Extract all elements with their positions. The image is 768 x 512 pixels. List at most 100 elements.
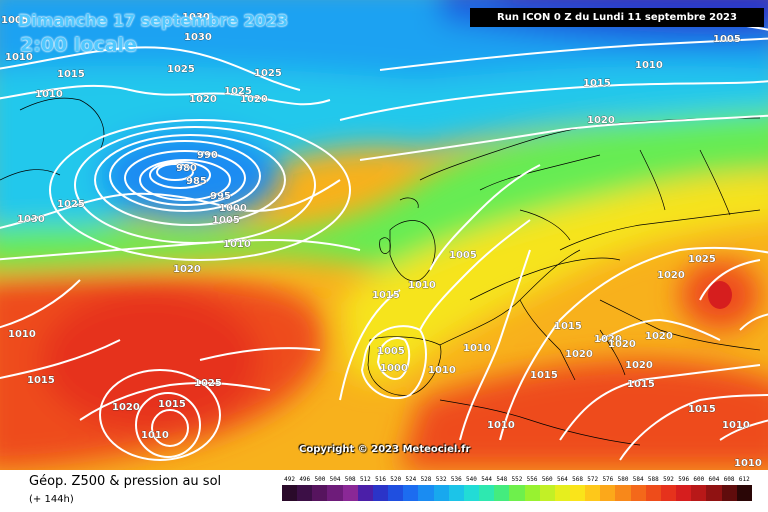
legend-swatch bbox=[357, 485, 373, 501]
isobar-label: 995 bbox=[210, 191, 231, 202]
legend-swatch bbox=[418, 485, 434, 501]
legend-value: 568 bbox=[572, 476, 583, 483]
legend-swatch bbox=[645, 485, 661, 501]
isobar-label: 1015 bbox=[583, 78, 611, 89]
legend-swatch bbox=[585, 485, 601, 501]
forecast-date-title: Dimanche 17 septembre 2023 bbox=[18, 11, 289, 30]
legend-value: 544 bbox=[481, 476, 493, 483]
isobar-label: 1015 bbox=[27, 375, 55, 386]
isobar-label: 1010 bbox=[223, 239, 251, 250]
isobar-label: 1005 bbox=[212, 215, 240, 226]
legend-swatch bbox=[706, 485, 722, 501]
isobar-label: 1025 bbox=[688, 254, 716, 265]
isobar-label: 1020 bbox=[645, 331, 673, 342]
legend-swatch bbox=[509, 485, 525, 501]
isobar-label: 1020 bbox=[608, 339, 636, 350]
legend-swatch bbox=[479, 485, 495, 501]
legend-swatch bbox=[736, 485, 752, 501]
map-footer: Géop. Z500 & pression au sol (+ 144h) 49… bbox=[0, 470, 768, 512]
isobar-label: 990 bbox=[197, 150, 218, 161]
legend-swatch bbox=[494, 485, 510, 501]
legend-value: 588 bbox=[647, 476, 659, 483]
legend-swatch bbox=[433, 485, 449, 501]
legend-swatch bbox=[721, 485, 737, 501]
legend-value: 564 bbox=[556, 476, 568, 483]
legend-swatch bbox=[676, 485, 692, 501]
legend-value: 536 bbox=[450, 476, 462, 483]
isobar-label: 980 bbox=[176, 163, 197, 174]
isobar-label: 1015 bbox=[554, 321, 582, 332]
legend-swatch bbox=[282, 485, 298, 501]
isobar-label: 1010 bbox=[8, 329, 36, 340]
isobar-label: 1000 bbox=[219, 203, 247, 214]
isobar-label: 1020 bbox=[565, 349, 593, 360]
isobar-label: 1005 bbox=[1, 15, 29, 26]
legend-value: 532 bbox=[435, 476, 447, 483]
isobar-label: 1005 bbox=[377, 346, 405, 357]
legend-value: 548 bbox=[496, 476, 508, 483]
legend-value: 524 bbox=[405, 476, 417, 483]
isobar-label: 1015 bbox=[627, 379, 655, 390]
isobar-label: 1020 bbox=[657, 270, 685, 281]
isobar-label: 1020 bbox=[173, 264, 201, 275]
legend-swatch bbox=[403, 485, 419, 501]
isobar-label: 1005 bbox=[713, 34, 741, 45]
isobar-label: 1005 bbox=[449, 250, 477, 261]
isobar-label: 1030 bbox=[17, 214, 45, 225]
isobar-label: 1020 bbox=[189, 94, 217, 105]
legend-swatch bbox=[569, 485, 586, 501]
legend-swatch bbox=[630, 485, 646, 501]
legend-value: 540 bbox=[466, 476, 477, 483]
isobar-label: 1010 bbox=[408, 280, 436, 291]
legend-value: 560 bbox=[541, 476, 553, 483]
legend-swatch bbox=[448, 485, 464, 501]
legend-value: 492 bbox=[284, 476, 295, 483]
isobar-label: 1020 bbox=[240, 94, 268, 105]
legend-value: 612 bbox=[738, 476, 750, 483]
isobar-label: 1010 bbox=[734, 458, 762, 469]
legend-value: 608 bbox=[723, 476, 735, 483]
isobar-label: 1015 bbox=[372, 290, 400, 301]
isobar-label: 1030 bbox=[184, 32, 212, 43]
isobar-label: 1010 bbox=[722, 420, 750, 431]
legend-value: 508 bbox=[344, 476, 356, 483]
legend-swatch bbox=[372, 485, 389, 501]
legend-value: 552 bbox=[511, 476, 523, 483]
legend-color-bar bbox=[282, 485, 752, 501]
legend-value: 600 bbox=[693, 476, 705, 483]
legend-swatch bbox=[554, 485, 570, 501]
legend-swatch bbox=[297, 485, 313, 501]
legend-value: 584 bbox=[632, 476, 644, 483]
legend-swatch bbox=[600, 485, 616, 501]
legend-value: 572 bbox=[587, 476, 599, 483]
legend-value: 580 bbox=[617, 476, 629, 483]
legend-value: 516 bbox=[375, 476, 386, 483]
isobar-label: 1010 bbox=[428, 365, 456, 376]
legend-swatch bbox=[312, 485, 328, 501]
isobar-label: 1015 bbox=[158, 399, 186, 410]
legend-swatch bbox=[342, 485, 358, 501]
isobar-label: 1025 bbox=[194, 378, 222, 389]
legend-value: 592 bbox=[663, 476, 674, 483]
legend-value: 500 bbox=[314, 476, 326, 483]
legend-value: 520 bbox=[390, 476, 402, 483]
legend-value: 576 bbox=[602, 476, 614, 483]
legend-swatch bbox=[615, 485, 631, 501]
forecast-hour-label: (+ 144h) bbox=[29, 494, 74, 505]
isobar-label: 1010 bbox=[5, 52, 33, 63]
forecast-time-label: 2:00 locale bbox=[20, 34, 137, 56]
legend-value: 528 bbox=[420, 476, 432, 483]
isobar-label: 1010 bbox=[635, 60, 663, 71]
isobar-label: 1025 bbox=[57, 199, 85, 210]
legend-swatch bbox=[660, 485, 677, 501]
legend-swatch bbox=[539, 485, 555, 501]
weather-map: 1030 1030 1025 1025 1010 1015 1010 1025 … bbox=[0, 0, 768, 470]
legend-swatch bbox=[388, 485, 404, 501]
parameter-title: Géop. Z500 & pression au sol bbox=[29, 474, 222, 489]
isobar-label: 1020 bbox=[112, 402, 140, 413]
legend-value: 556 bbox=[526, 476, 538, 483]
isobar-label: 1015 bbox=[688, 404, 716, 415]
isobar-labels: 1030 1030 1025 1025 1010 1015 1010 1025 … bbox=[1, 12, 762, 470]
color-legend: 492 496 500 504 508 512 516 520 524 528 532 536 540 5… bbox=[282, 476, 752, 501]
legend-value: 496 bbox=[299, 476, 311, 483]
